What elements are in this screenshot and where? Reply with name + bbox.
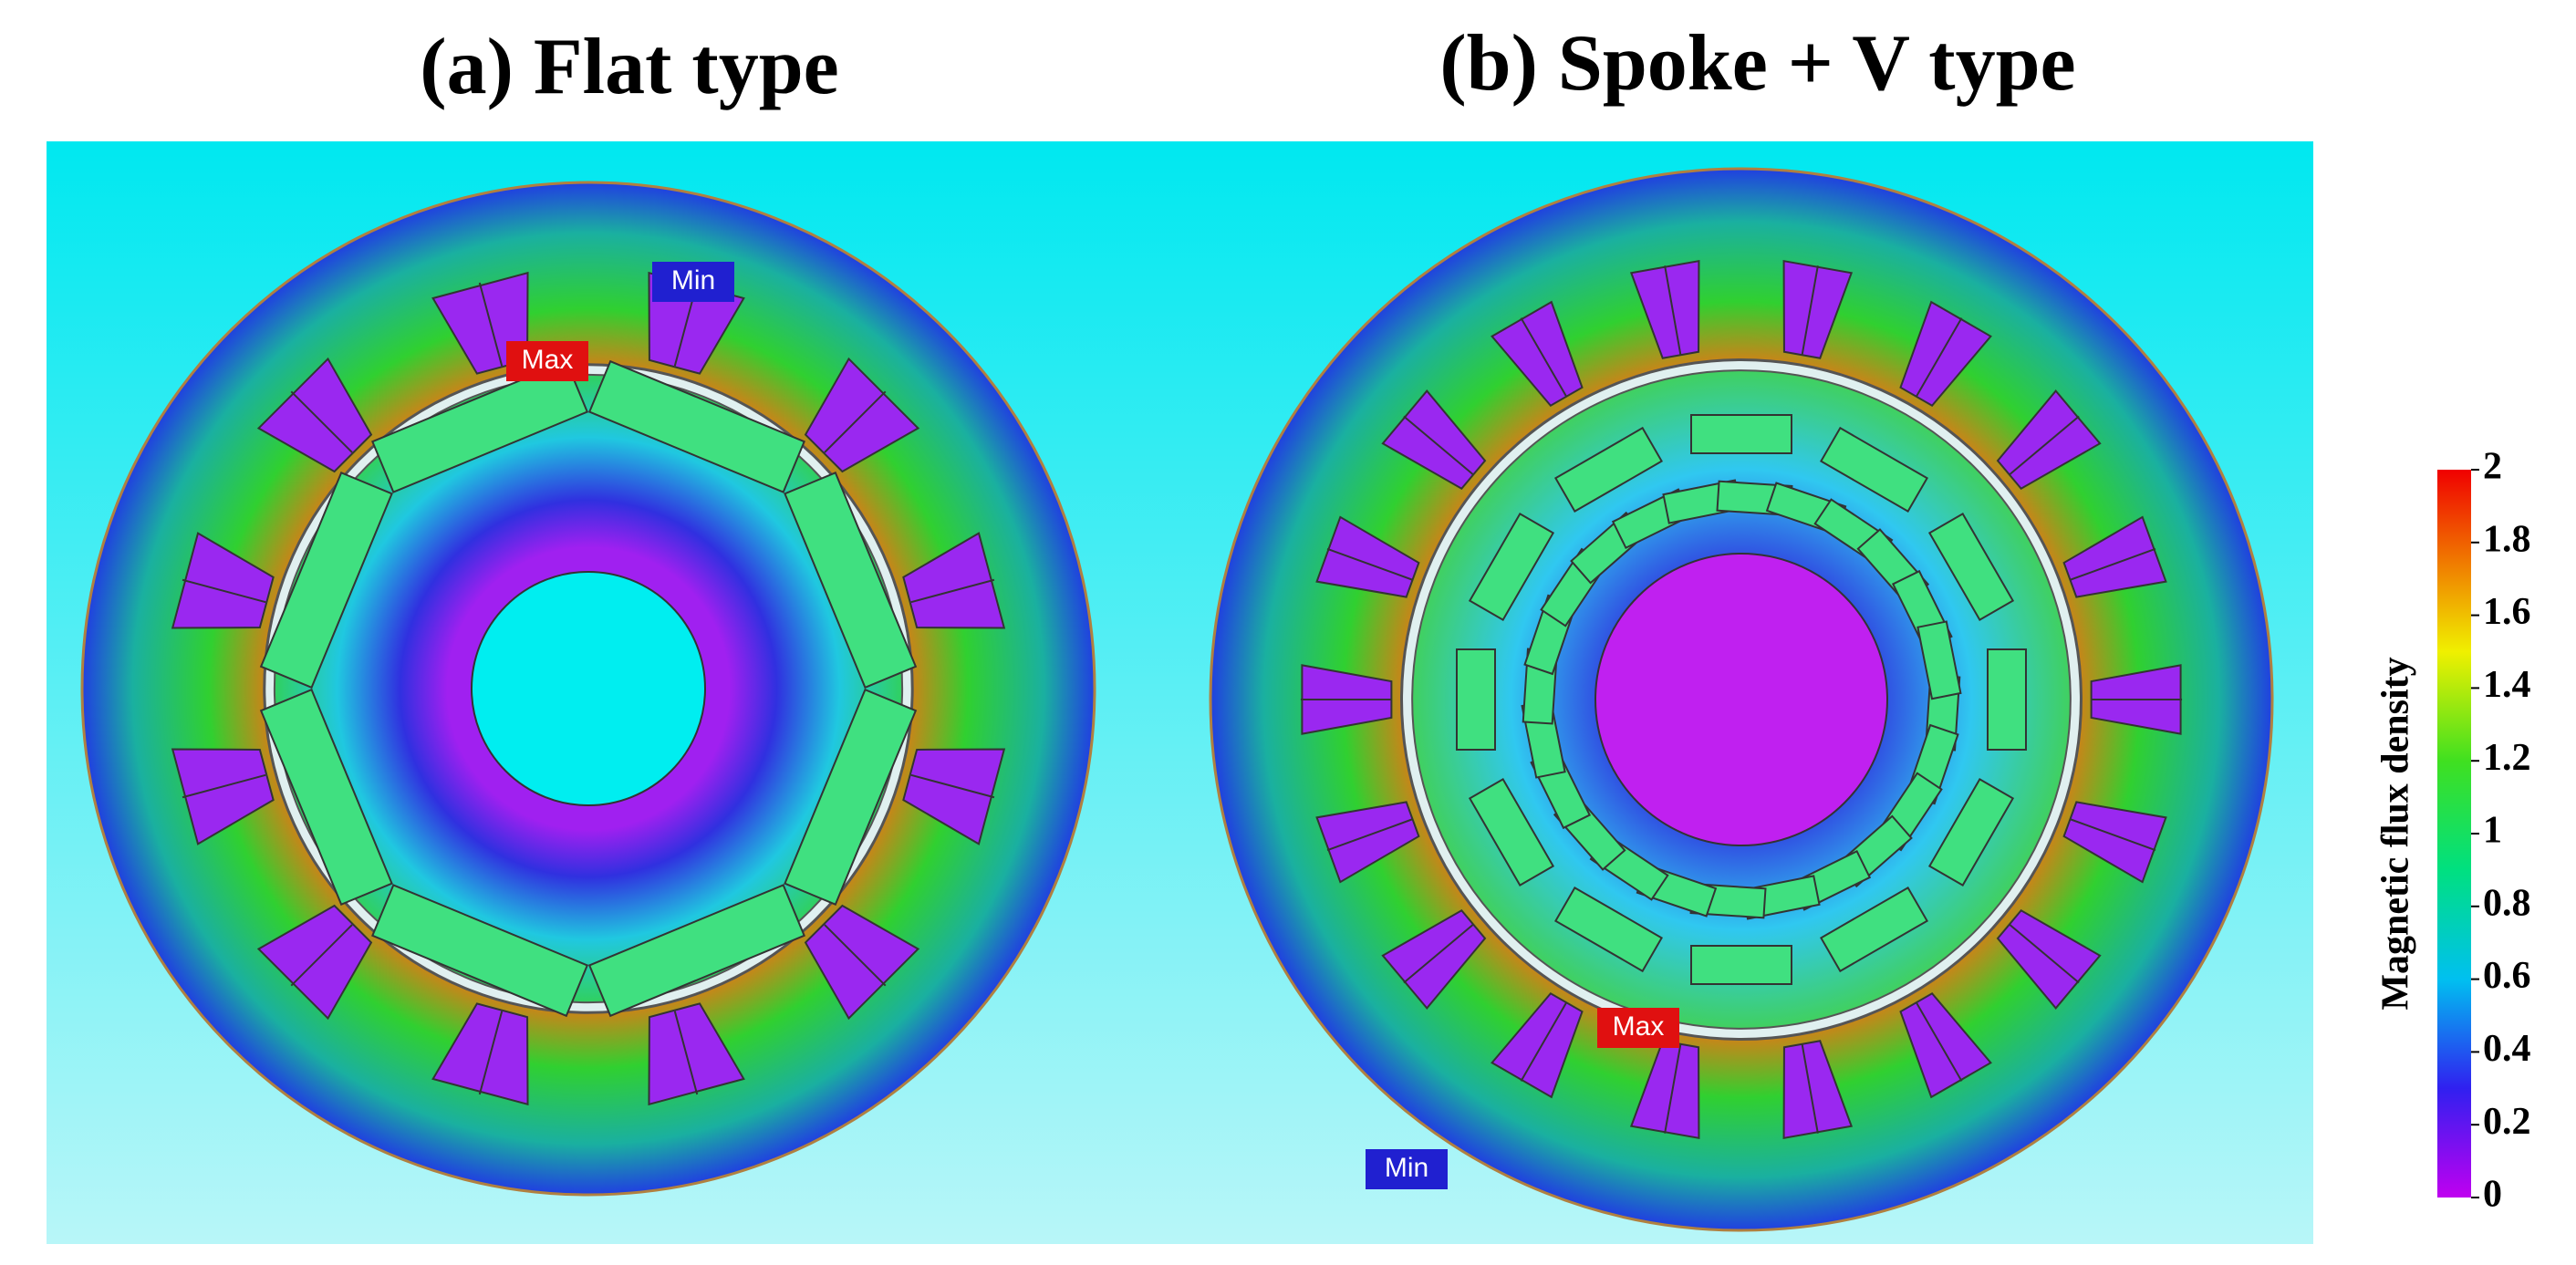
magnet [1456,648,1496,751]
stator-slot [1782,1040,1854,1140]
slot-divider [290,390,353,453]
slot-divider [478,282,504,367]
marker-label: Max [522,345,574,375]
magnet [1554,886,1663,973]
slot-divider [2009,924,2080,984]
slot-divider [2009,415,2080,475]
magnet [1690,414,1792,454]
slot-divider [1403,924,1474,984]
stator-slot [171,748,275,845]
slot-divider [1326,818,1413,852]
marker-tag [652,262,734,302]
marker-label: Max [1613,1011,1665,1042]
marker-tag [1366,1149,1448,1189]
slot-divider [182,578,266,604]
slot-divider [1916,317,1963,397]
magnet [1820,886,1928,973]
slot-divider [2070,818,2156,852]
magnet [1927,513,2015,621]
marker-label: Min [1385,1153,1428,1183]
magnet [371,359,589,493]
colorbar-tick-label: 0.8 [2483,882,2531,924]
magnet [587,359,805,493]
magnet [1820,426,1928,513]
colorbar-tick-label: 1 [2483,810,2502,852]
magnet [1916,620,1962,700]
slot-divider [1801,265,1819,355]
slot-divider [1916,1002,1963,1082]
slot-divider [910,578,995,604]
colorbar-tick-label: 0.6 [2483,955,2531,997]
stator-slot [648,1002,745,1106]
stator-slot [171,532,275,629]
magnet [784,472,918,690]
colorbar [2437,470,2471,1198]
shaft [1594,553,1888,846]
shaft [471,571,706,806]
slot-divider [1403,415,1474,475]
marker-label: Min [671,265,715,296]
stator-slot [2062,801,2167,884]
magnet [371,884,589,1018]
colorbar-label: Magnetic flux density [2375,657,2417,1010]
colorbar-tick-label: 0 [2483,1174,2502,1216]
slot-divider [1801,1044,1819,1134]
slot-divider [910,773,995,799]
colorbar-tick-label: 1.4 [2483,664,2531,706]
stator-slot [1491,300,1584,408]
slot-divider [824,924,887,987]
stator-slot [2062,515,2167,598]
magnet [1468,778,1555,887]
slot-divider [1664,1044,1682,1134]
stator-slot [1899,991,1992,1099]
magnet [587,884,805,1018]
slot-divider [290,924,353,987]
magnet [259,472,393,690]
slot-divider [824,390,887,453]
stator-slot [902,532,1006,629]
colorbar-tick-label: 0.2 [2483,1101,2531,1143]
stator-slot [1782,259,1854,359]
magnet [784,688,918,906]
motor-plots: Max Min Max Min [80,167,2274,1232]
magnet [1927,778,2015,887]
colorbar-tick-label: 0.4 [2483,1028,2531,1070]
colorbar-tick-label: 1.8 [2483,518,2531,560]
stator-slot [1629,259,1700,359]
magnet [1987,648,2027,751]
magnet [1554,426,1663,513]
slot-divider [673,1011,699,1095]
magnet [1690,945,1792,985]
stator-slot [1315,801,1420,884]
colorbar-tick-label: 1.2 [2483,737,2531,779]
stator-slot [1315,515,1420,598]
panel-title: (a) Flat type [420,23,838,111]
stator-slot [1491,991,1584,1099]
panel-title: (b) Spoke + V type [1439,19,2075,108]
stator-slot [431,1002,529,1106]
marker-tag [506,341,588,381]
slot-divider [1326,547,1413,581]
magnet [259,688,393,906]
stator-slot [1899,300,1992,408]
slot-divider [2070,547,2156,581]
slot-divider [1664,265,1682,355]
colorbar-tick-label: 1.6 [2483,591,2531,633]
stator-slot [902,748,1006,845]
colorbar-tick-label: 2 [2483,446,2502,488]
slot-divider [182,773,266,799]
slot-divider [1520,317,1567,397]
magnet [1468,513,1555,621]
slot-divider [478,1011,504,1095]
marker-tag [1597,1008,1679,1048]
slot-divider [1520,1002,1567,1082]
